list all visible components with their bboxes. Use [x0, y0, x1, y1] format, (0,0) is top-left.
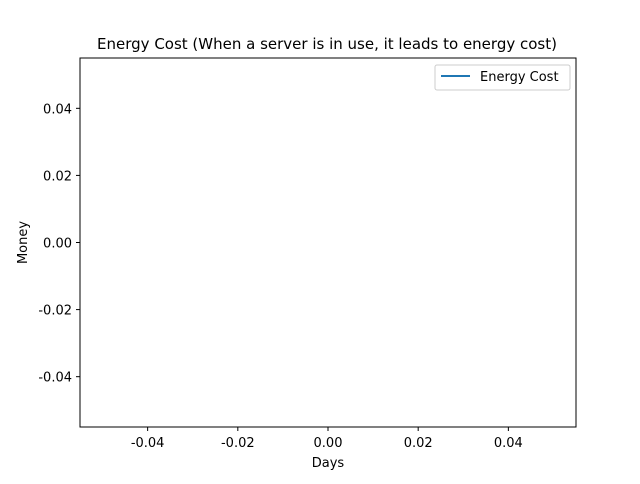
- y-tick-label: -0.02: [38, 304, 72, 319]
- legend: Energy Cost: [434, 64, 571, 91]
- y-axis-label: Money: [16, 221, 31, 264]
- y-tick-label: 0.02: [43, 169, 72, 184]
- x-tick-label: -0.02: [221, 436, 255, 451]
- legend-box: [434, 64, 571, 91]
- x-axis-label: Days: [312, 456, 345, 471]
- legend-entry-label: Energy Cost: [480, 70, 559, 85]
- y-axis-ticks: -0.04 -0.02 0.00 0.02 0.04: [38, 102, 80, 386]
- x-tick-label: 0.00: [314, 436, 343, 451]
- y-tick-label: 0.00: [43, 237, 72, 252]
- plot-area: [79, 57, 577, 428]
- y-tick-label: 0.04: [43, 102, 72, 117]
- plot-frame: [79, 57, 577, 428]
- y-tick-label: -0.04: [38, 371, 72, 386]
- x-tick-label: -0.04: [131, 436, 165, 451]
- x-axis-ticks: -0.04 -0.02 0.00 0.02 0.04: [131, 427, 523, 451]
- x-tick-label: 0.04: [494, 436, 523, 451]
- x-tick-label: 0.02: [404, 436, 433, 451]
- chart-title: Energy Cost (When a server is in use, it…: [97, 35, 557, 53]
